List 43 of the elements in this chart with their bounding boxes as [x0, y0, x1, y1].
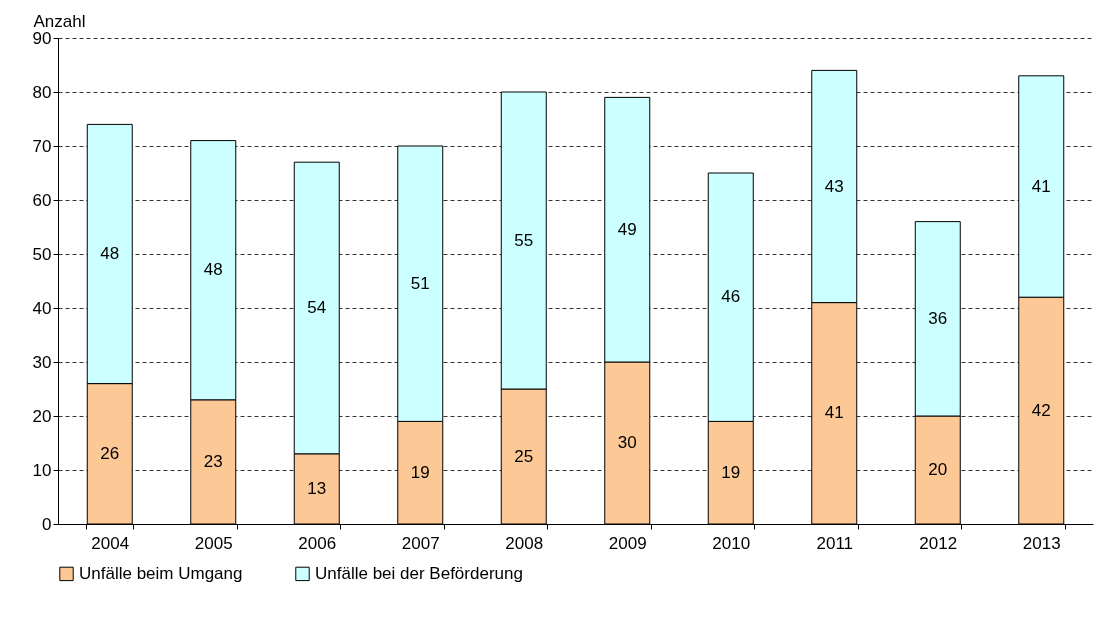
x-tick-label: 2005	[194, 533, 233, 553]
data-label: 48	[203, 260, 223, 280]
y-tick-label: 30	[32, 352, 52, 372]
data-label: 19	[410, 462, 430, 482]
data-label: 30	[617, 433, 637, 452]
data-label: 36	[928, 308, 948, 328]
y-tick-label: 80	[32, 82, 52, 102]
data-label: 20	[928, 460, 948, 479]
data-label: 41	[1031, 176, 1051, 196]
y-tick-label: 40	[32, 298, 52, 318]
y-tick-label: 50	[32, 244, 52, 264]
data-label: 46	[721, 287, 741, 307]
x-tick-label: 2011	[816, 533, 854, 553]
data-label: 19	[721, 462, 741, 482]
y-tick-label: 70	[32, 136, 52, 156]
y-tick-label: 90	[32, 28, 52, 48]
y-tick-label: 20	[32, 406, 52, 426]
data-label: 13	[307, 478, 327, 498]
data-label: 55	[514, 230, 534, 250]
data-label: 41	[824, 403, 844, 423]
x-tick-label: 2012	[919, 533, 958, 553]
data-label: 26	[100, 443, 120, 463]
data-label: 49	[617, 219, 637, 239]
data-label: 51	[410, 273, 430, 293]
data-label: 48	[100, 244, 120, 263]
y-tick-label: 10	[32, 460, 52, 480]
x-tick-label: 2010	[712, 533, 751, 553]
x-tick-label: 2009	[608, 533, 647, 553]
data-label: 23	[203, 451, 223, 471]
y-tick-label: 60	[32, 190, 52, 210]
x-tick-label: 2008	[505, 533, 544, 553]
data-label: 42	[1031, 400, 1051, 420]
data-label: 25	[514, 446, 534, 466]
y-axis-title: Anzahl	[33, 11, 86, 31]
x-tick-label: 2007	[401, 533, 440, 553]
data-label: 54	[307, 298, 327, 317]
x-tick-label: 2004	[91, 533, 130, 553]
x-tick-label: 2006	[298, 533, 337, 553]
x-tick-label: 2013	[1022, 533, 1061, 553]
data-label: 43	[824, 176, 844, 196]
y-tick-label: 0	[42, 514, 52, 534]
legend-label: Unfälle beim Umgang	[79, 563, 243, 583]
legend-label: Unfälle bei der Beförderung	[315, 563, 523, 583]
